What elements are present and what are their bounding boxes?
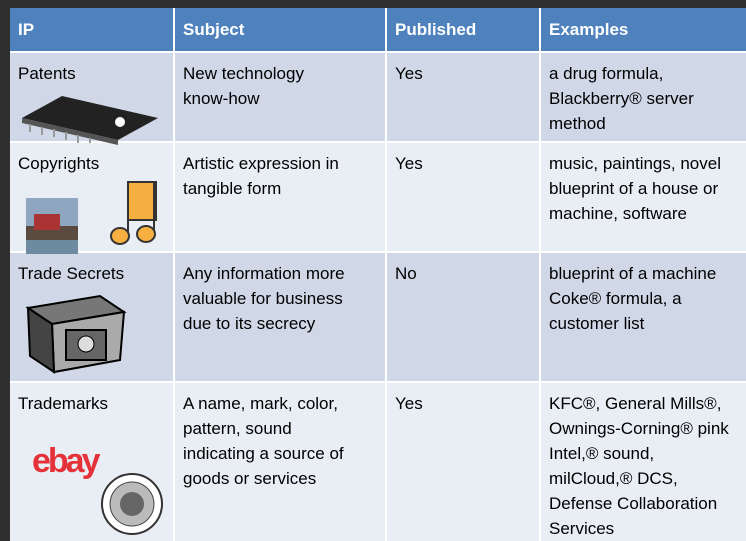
cell-line: Blackberry® server [549, 89, 694, 108]
cell-line: Services [549, 519, 615, 538]
cell-line: A name, mark, color, [183, 394, 338, 413]
cell-line: know-how [183, 89, 260, 108]
cell-line: valuable for business [183, 289, 343, 308]
cell-line: goods or services [183, 469, 317, 488]
cell-line: Any information more [183, 264, 345, 283]
cell-line: Yes [395, 154, 423, 173]
cell-line: a drug formula, [549, 64, 664, 83]
header-cell: Examples [541, 8, 746, 53]
cell-line: Artistic expression in [183, 154, 339, 173]
table-cell: Any information more valuable for busines… [175, 253, 387, 383]
cell-line: indicating a source of [183, 444, 344, 463]
header-cell: IP [10, 8, 175, 53]
cell-line: New technology [183, 64, 304, 83]
table-cell: blueprint of a machine Coke® formula, a cu… [541, 253, 746, 383]
cell-line: blueprint of a machine [549, 264, 717, 283]
cell-line: Yes [395, 64, 423, 83]
cell-line: machine, software [549, 204, 687, 223]
seal-icon [101, 473, 163, 535]
cell-line: Yes [395, 394, 423, 413]
cell-line: Ownings-Corning® pink [549, 419, 729, 438]
cell-line: No [395, 264, 417, 283]
table-cell: Yes [387, 53, 541, 143]
safe-icon [25, 294, 127, 374]
cell-line: customer list [549, 314, 645, 333]
table-cell: Yes [387, 143, 541, 253]
table-cell: No [387, 253, 541, 383]
logo-text: ebay [32, 442, 101, 480]
cell-line: milCloud,® DCS, [549, 469, 678, 488]
cell-line: Coke® formula, a [549, 289, 682, 308]
table-cell: New technology know-how [175, 53, 387, 143]
cell-line: pattern, sound [183, 419, 292, 438]
cell-line: Trade Secrets [18, 264, 125, 283]
cell-line: due to its secrecy [183, 314, 316, 333]
table-cell: KFC®, General Mills®, Ownings-Corning® pi… [541, 383, 746, 541]
table-cell: Artistic expression in tangible form [175, 143, 387, 253]
header-cell: Published [387, 8, 541, 53]
cell-line: Defense Collaboration [549, 494, 718, 513]
chip-icon [22, 96, 158, 145]
cell-line: method [549, 114, 606, 133]
photo-icon [26, 198, 78, 254]
ebay-logo: ebay [32, 442, 104, 480]
cell-line: Intel,® sound, [549, 444, 655, 463]
cell-line: Copyrights [18, 154, 100, 173]
table-cell: Yes [387, 383, 541, 541]
cell-line: blueprint of a house or [549, 179, 719, 198]
header-cell: Subject [175, 8, 387, 53]
music-icon [110, 181, 157, 245]
cell-line: Patents [18, 64, 76, 83]
table-cell: music, paintings, novel blueprint of a ho… [541, 143, 746, 253]
cell-line: Trademarks [18, 394, 109, 413]
cell-line: music, paintings, novel [549, 154, 721, 173]
cell-line: tangible form [183, 179, 282, 198]
table-cell: A name, mark, color, pattern, sound indica… [175, 383, 387, 541]
cell-line: KFC®, General Mills®, [549, 394, 722, 413]
table-cell: a drug formula, Blackberry® server method [541, 53, 746, 143]
